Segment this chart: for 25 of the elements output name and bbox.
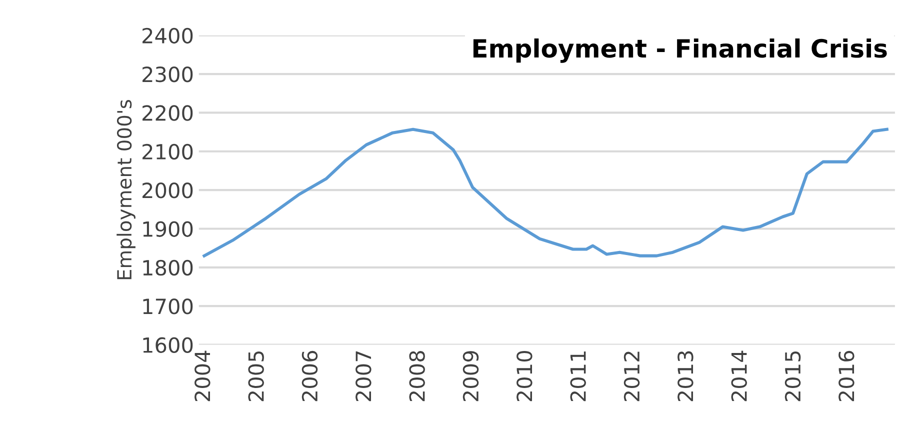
y-tick-label: 2100 (142, 144, 193, 160)
y-tick-label: 2200 (142, 105, 193, 121)
chart-title: Employment - Financial Crisis (473, 38, 887, 63)
x-tick-label: 2006 (302, 350, 318, 402)
line-series (202, 128, 888, 258)
x-tick-label: 2011 (570, 352, 586, 402)
y-tick-label: 2000 (142, 182, 193, 198)
x-tick-label: 2010 (516, 351, 532, 402)
y-tick-label: 2400 (142, 28, 193, 44)
x-tick-label: 2005 (248, 351, 264, 402)
x-tick-label: 2016 (838, 350, 854, 402)
y-tick-label: 1600 (143, 337, 193, 353)
y-axis-title: Employment 000's (116, 100, 136, 280)
x-tick-label: 2012 (624, 352, 640, 402)
x-tick-label: 2013 (678, 351, 694, 402)
x-tick-label: 2007 (356, 351, 372, 402)
x-tick-label: 2009 (462, 351, 479, 402)
x-tick-label: 2014 (731, 350, 747, 402)
x-tick-label: 2004 (194, 350, 210, 402)
y-tick-label: 2300 (142, 66, 193, 82)
y-tick-label: 1800 (143, 260, 193, 276)
y-tick-label: 1700 (143, 298, 193, 314)
y-tick-label: 1900 (143, 221, 193, 237)
x-tick-label: 2008 (409, 351, 425, 402)
x-tick-label: 2015 (784, 351, 801, 402)
